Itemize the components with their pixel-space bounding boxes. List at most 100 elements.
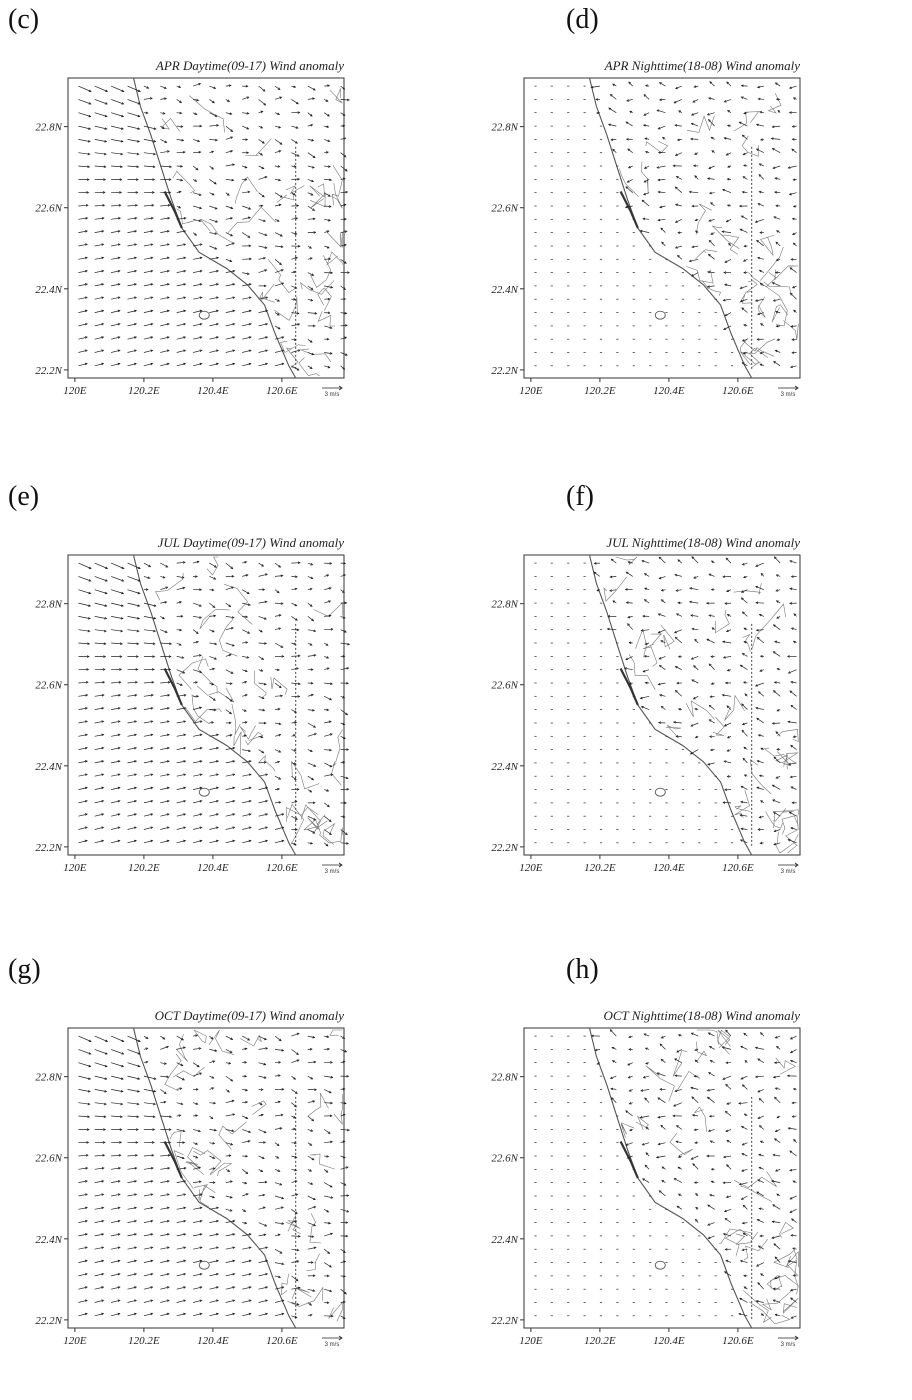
wind-arrow	[193, 589, 201, 591]
wind-arrow	[791, 1316, 797, 1319]
wind-arrow	[308, 1143, 312, 1146]
wind-arrow	[690, 588, 698, 590]
wind-arrow	[242, 694, 247, 696]
wind-arrow	[308, 1116, 314, 1121]
wind-arrow	[726, 153, 731, 155]
wind-arrow	[794, 641, 797, 643]
map-title: JUL Daytime(09-17) Wind anomaly	[158, 535, 345, 550]
wind-arrow	[790, 1196, 797, 1199]
wind-arrow	[259, 1156, 265, 1159]
wind-arrow	[712, 1168, 715, 1170]
wind-arrow	[193, 1115, 197, 1117]
lat-tick-label: 22.8N	[491, 599, 518, 611]
wind-arrow	[144, 204, 154, 206]
wind-arrow	[708, 271, 715, 273]
wind-arrow	[742, 1154, 747, 1157]
wind-arrow	[324, 1315, 333, 1317]
wind-arrow	[95, 1154, 105, 1156]
wind-arrow	[128, 603, 140, 606]
wind-arrow	[291, 1316, 296, 1318]
wind-arrow	[755, 219, 763, 222]
wind-arrow	[128, 1287, 137, 1290]
wind-arrow	[128, 734, 137, 736]
wind-arrow	[308, 246, 312, 248]
wind-arrow	[308, 630, 316, 632]
wind-arrow	[324, 272, 332, 274]
wind-arrow	[760, 775, 764, 777]
wind-arrow	[95, 1063, 107, 1067]
wind-arrow	[308, 802, 315, 804]
wind-vectors	[534, 557, 796, 845]
wind-arrow	[78, 707, 87, 709]
wind-map: JUL Nighttime(18-08) Wind anomaly22.8N22…	[456, 507, 912, 927]
wind-arrow	[177, 721, 186, 723]
wind-arrow	[193, 323, 202, 326]
wind-arrow	[95, 1247, 104, 1249]
wind-arrow	[275, 1169, 280, 1171]
wind-arrow	[341, 153, 346, 157]
wind-arrow	[308, 563, 313, 565]
wind-arrow	[242, 1313, 251, 1316]
wind-arrow	[275, 283, 284, 286]
wind-arrow	[658, 191, 665, 193]
wind-arrow	[193, 1247, 202, 1249]
wind-arrow	[259, 589, 265, 591]
wind-arrow	[95, 761, 104, 763]
coastline	[134, 555, 296, 855]
wind-arrow	[725, 723, 732, 726]
wind-arrow	[193, 257, 202, 259]
wind-arrow	[209, 603, 214, 607]
wind-arrow	[193, 1287, 202, 1290]
wind-arrow	[128, 363, 137, 366]
wind-arrow	[111, 310, 120, 313]
wind-arrow	[275, 113, 279, 115]
wind-arrow	[725, 1218, 731, 1222]
wind-arrow	[726, 682, 731, 684]
wind-arrow	[744, 1033, 748, 1036]
wind-arrow	[626, 572, 633, 576]
wind-arrow	[259, 1234, 266, 1236]
wind-arrow	[645, 1098, 649, 1103]
wind-arrow	[78, 630, 89, 632]
wind-arrow	[209, 284, 218, 286]
wind-arrow	[693, 1114, 699, 1116]
wind-arrow	[308, 588, 312, 590]
wind-arrow	[259, 1287, 268, 1290]
wind-arrow	[657, 166, 665, 168]
wind-arrow	[128, 1129, 139, 1131]
wind-arrow	[209, 734, 218, 736]
wind-arrow	[691, 615, 698, 617]
wind-arrow	[678, 1167, 682, 1169]
wind-arrow	[758, 1180, 764, 1183]
wind-arrow	[259, 1300, 268, 1303]
wind-arrow	[242, 323, 251, 326]
wind-arrow	[111, 1154, 121, 1156]
wind-arrow	[128, 310, 137, 313]
wind-arrow	[740, 286, 747, 289]
wind-arrow	[259, 176, 267, 179]
wind-arrow	[291, 286, 296, 288]
wind-arrow	[177, 363, 186, 366]
wind-arrow	[675, 1089, 682, 1091]
wind-arrow	[209, 576, 215, 579]
wind-arrow	[144, 153, 155, 155]
wind-arrow	[144, 230, 153, 232]
wind-arrow	[790, 588, 797, 590]
wind-arrow	[792, 138, 796, 140]
wind-arrow	[209, 1300, 218, 1303]
wind-arrow	[111, 153, 122, 155]
wind-arrow	[226, 800, 235, 803]
wind-arrow	[710, 696, 714, 698]
wind-arrow	[259, 257, 266, 259]
wind-arrow	[275, 575, 283, 577]
wind-arrow	[275, 708, 280, 710]
wind-arrow	[744, 1275, 748, 1277]
wind-arrow	[160, 1300, 169, 1303]
wind-arrow	[78, 1063, 90, 1067]
wind-arrow	[740, 229, 747, 233]
wind-arrow	[209, 193, 214, 195]
wind-arrow	[144, 814, 153, 817]
wind-arrow	[324, 338, 329, 340]
wind-arrow	[645, 588, 649, 590]
wind-arrow	[291, 126, 298, 128]
